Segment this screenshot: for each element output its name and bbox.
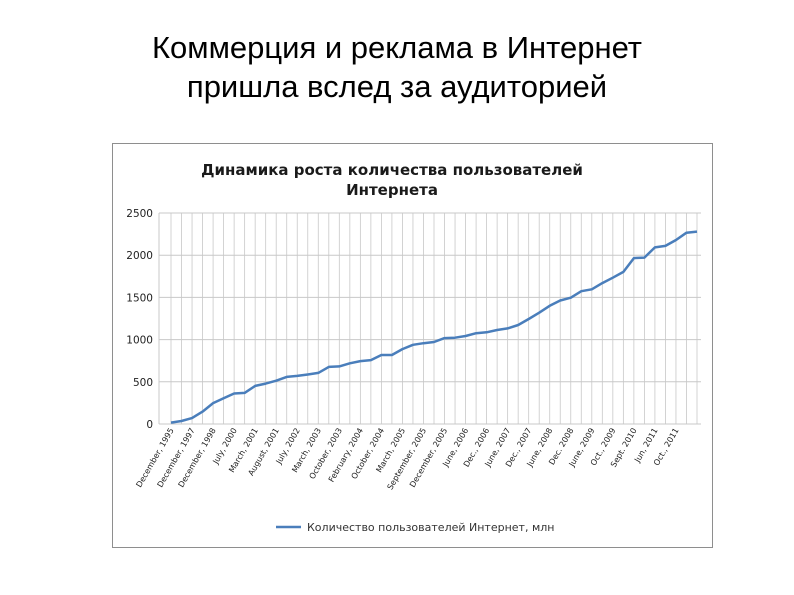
slide-title: Коммерция и реклама в Интернет пришла вс… [0,28,794,106]
legend: Количество пользователей Интернет, млн [276,521,554,534]
series-line [170,230,698,424]
y-tick-label: 2500 [126,208,153,220]
y-axis-ticks: 0 500 1000 1500 2000 2500 [126,208,153,431]
chart-frame: Динамика роста количества пользователей … [112,143,713,548]
series-group [170,230,698,424]
chart-title-line2: Интернета [346,181,438,199]
y-tick-label: 0 [146,419,153,431]
x-tick-label: December, 1995 [134,427,175,489]
chart-title-line1: Динамика роста количества пользователей [201,161,583,179]
legend-label: Количество пользователей Интернет, млн [307,521,554,534]
y-tick-label: 1500 [126,292,153,304]
line-chart: Динамика роста количества пользователей … [126,161,701,534]
y-tick-label: 2000 [126,250,153,262]
plot-grid [158,212,701,425]
y-tick-label: 1000 [126,335,153,347]
y-tick-label: 500 [133,377,153,389]
slide-title-line2: пришла вслед за аудиторией [186,69,608,104]
slide-title-line1: Коммерция и реклама в Интернет [151,30,643,65]
